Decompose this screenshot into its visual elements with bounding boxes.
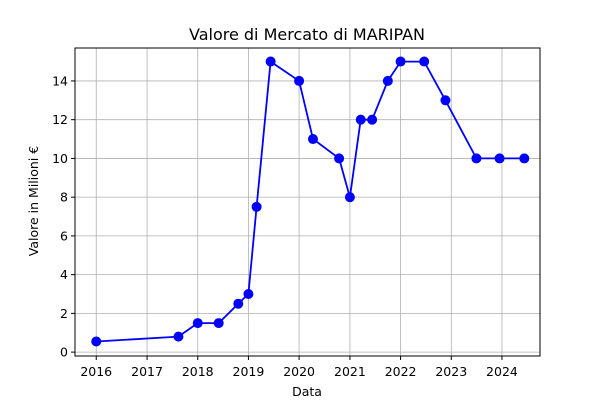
data-point (355, 114, 366, 125)
x-axis-label: Data (292, 384, 322, 399)
y-tick-label: 4 (60, 267, 68, 282)
data-point (294, 75, 305, 86)
data-point (440, 95, 451, 106)
data-point (307, 134, 318, 145)
x-tick-label: 2021 (334, 364, 366, 379)
data-point (382, 75, 393, 86)
data-point (91, 336, 102, 347)
data-point (213, 318, 224, 329)
y-axis-label: Valore in Milioni € (26, 146, 41, 256)
data-point (243, 289, 254, 300)
series-line (96, 60, 525, 343)
plot-frame (74, 47, 541, 357)
data-point (344, 192, 355, 203)
data-point (192, 318, 203, 329)
data-point (419, 56, 430, 67)
data-point (494, 153, 505, 164)
x-tick-label: 2018 (182, 364, 214, 379)
y-tick-label: 6 (60, 228, 68, 243)
x-tick-label: 2016 (80, 364, 112, 379)
x-tick-label: 2017 (131, 364, 163, 379)
y-tick-label: 14 (52, 73, 68, 88)
series-layer (91, 56, 530, 347)
x-tick-label: 2024 (486, 364, 518, 379)
y-tick-label: 8 (60, 190, 68, 205)
data-point (233, 298, 244, 309)
x-tick-label: 2023 (435, 364, 467, 379)
data-point (471, 153, 482, 164)
data-point (265, 56, 276, 67)
data-point (251, 201, 262, 212)
y-tick-label: 0 (60, 345, 68, 360)
x-tick-label: 2020 (283, 364, 315, 379)
y-tick-label: 12 (52, 112, 68, 127)
axes: 2016 2017 2018 2019 2020 2021 2022 2023 2024 0 2 4 6… (52, 47, 541, 379)
grid (75, 48, 540, 356)
data-point (519, 153, 530, 164)
x-tick-label: 2019 (233, 364, 265, 379)
data-point (395, 56, 406, 67)
data-point (334, 153, 345, 164)
chart-title: Valore di Mercato di MARIPAN (189, 25, 425, 44)
x-tick-label: 2022 (385, 364, 417, 379)
y-tick-label: 10 (52, 151, 68, 166)
data-point (367, 114, 378, 125)
y-tick-label: 2 (60, 306, 68, 321)
data-point (173, 331, 184, 342)
